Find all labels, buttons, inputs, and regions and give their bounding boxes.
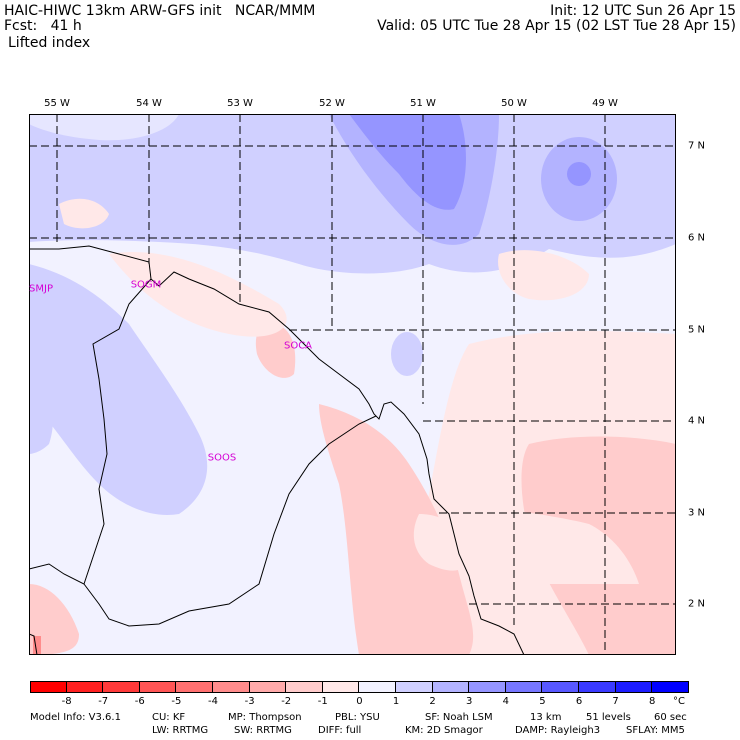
- graticule: [29, 114, 676, 655]
- colorbar-tick-label: -6: [134, 696, 145, 707]
- surface-scheme: SF: Noah LSM: [425, 712, 493, 723]
- lon-label: 49 W: [592, 98, 618, 109]
- colorbar-tick-label: 4: [502, 696, 509, 707]
- field-band-pale-spot: [413, 514, 469, 571]
- cumulus-scheme: CU: KF: [152, 712, 186, 723]
- colorbar-tick-label: 5: [539, 696, 546, 707]
- border-sw: [29, 633, 38, 655]
- damping-option: DAMP: Rayleigh3: [515, 725, 601, 736]
- colorbar-tick-label: 2: [429, 696, 436, 707]
- field-ne-pale-pink: [498, 250, 589, 301]
- colorbar-tick-label: -8: [61, 696, 72, 707]
- forecast-hour: Fcst: 41 h: [4, 18, 82, 34]
- model-version: Model Info: V3.6.1: [30, 712, 121, 723]
- lat-label: 4 N: [688, 415, 706, 427]
- field-name: Lifted index: [8, 35, 91, 51]
- station-label: SOGM: [130, 279, 162, 291]
- colorbar-cell: [213, 681, 250, 693]
- lat-label: 5 N: [688, 324, 706, 336]
- model-title: HAIC-HIWC 13km ARW-GFS init NCAR/MMM: [4, 3, 316, 19]
- grid-spacing: 13 km: [530, 712, 562, 723]
- field-band-neg1-neg2: [319, 404, 474, 655]
- colorbar-cell: [322, 681, 360, 693]
- colorbar-cell: [505, 681, 543, 693]
- colorbar-tick-label: -3: [244, 696, 255, 707]
- colorbar-unit: °C: [673, 696, 685, 707]
- microphysics-scheme: MP: Thompson: [228, 712, 302, 723]
- colorbar-cell: [359, 681, 396, 693]
- colorbar-tick-label: 0: [356, 696, 363, 707]
- colorbar-tick-label: 7: [612, 696, 619, 707]
- station-label: SOOS: [207, 452, 237, 464]
- colorbar-tick-label: -4: [208, 696, 218, 707]
- coastline: [29, 245, 525, 655]
- colorbar-cell: [66, 681, 104, 693]
- lat-label: 2 N: [688, 598, 706, 610]
- map-frame: [29, 114, 676, 655]
- colorbar-cell: [579, 681, 616, 693]
- colorbar-cell: [652, 681, 689, 693]
- field-nw-light: [29, 114, 179, 141]
- colorbar-cell: [469, 681, 506, 693]
- lon-label: 52 W: [319, 98, 345, 109]
- field-pale-band: [449, 504, 639, 584]
- colorbar-tick-label: -2: [281, 696, 292, 707]
- field-west-blue-2: [29, 374, 53, 454]
- field-band-4-5-east: [567, 162, 591, 186]
- km-option: KM: 2D Smagor: [405, 725, 483, 736]
- colorbar-cell: [432, 681, 470, 693]
- lon-label: 54 W: [136, 98, 162, 109]
- lat-label: 6 N: [688, 232, 706, 244]
- colorbar-cell: [615, 681, 653, 693]
- pbl-scheme: PBL: YSU: [335, 712, 380, 723]
- field-soca-pink: [255, 323, 296, 378]
- colorbar-cell: [396, 681, 433, 693]
- colorbar-tick-label: 8: [649, 696, 656, 707]
- colorbar-cell: [542, 681, 579, 693]
- colorbar-cell: [30, 681, 67, 693]
- field-blue-spot: [391, 332, 423, 376]
- colorbar-cell: [176, 681, 213, 693]
- field-coastal-pale-pink: [109, 252, 287, 337]
- lon-label: 50 W: [501, 98, 527, 109]
- station-label: SMJP: [29, 283, 53, 295]
- time-step: 60 sec: [654, 712, 687, 723]
- field-west-blue: [29, 264, 208, 515]
- shortwave-scheme: SW: RRTMG: [234, 725, 292, 736]
- colorbar-cell: [103, 681, 140, 693]
- field-band-4-5: [349, 114, 466, 210]
- valid-time: Valid: 05 UTC Tue 28 Apr 15 (02 LST Tue …: [377, 18, 736, 34]
- longwave-scheme: LW: RRTMG: [152, 725, 209, 736]
- diffusion-option: DIFF: full: [318, 725, 362, 736]
- border-guiana-brazil: [29, 415, 377, 627]
- colorbar-tick-label: -1: [317, 696, 328, 707]
- lifted-index-map: [29, 114, 676, 655]
- border-suriname-west: [83, 278, 152, 585]
- lat-label: 7 N: [688, 140, 706, 152]
- station-label: SOCA: [283, 340, 313, 352]
- lon-label: 55 W: [44, 98, 70, 109]
- field-sw-pink: [29, 584, 79, 655]
- field-nw-pale-pink: [59, 198, 109, 229]
- colorbar-cell: [139, 681, 177, 693]
- vertical-levels: 51 levels: [586, 712, 631, 723]
- surface-layer-option: SFLAY: MM5: [626, 725, 685, 736]
- init-time: Init: 12 UTC Sun 26 Apr 15: [550, 3, 736, 19]
- colorbar-tick-label: -5: [171, 696, 182, 707]
- colorbar-tick-label: 1: [392, 696, 400, 707]
- colorbar-tick-label: -7: [98, 696, 109, 707]
- colorbar-tick-label: 3: [466, 696, 473, 707]
- colorbar-tick-label: 6: [575, 696, 583, 707]
- colorbar-cell: [249, 681, 287, 693]
- colorbar-cell: [286, 681, 323, 693]
- lon-label: 53 W: [227, 98, 253, 109]
- lat-label: 3 N: [688, 507, 706, 519]
- lon-label: 51 W: [410, 98, 436, 109]
